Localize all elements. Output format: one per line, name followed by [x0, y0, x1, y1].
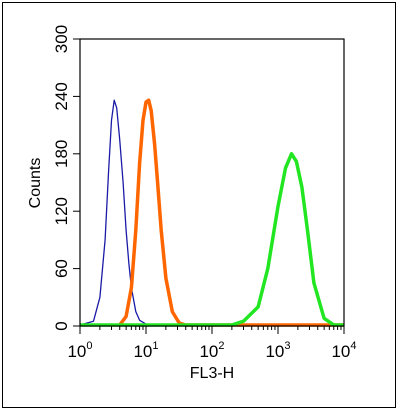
x-tick-label: 104	[331, 340, 356, 361]
chart-frame	[2, 2, 396, 408]
x-tick-label: 102	[199, 340, 224, 361]
series-line-0	[79, 99, 158, 326]
x-tick-label: 103	[265, 340, 290, 361]
y-tick-label: 0	[52, 321, 71, 330]
x-tick-label: 101	[133, 340, 158, 361]
series-line-2	[80, 152, 344, 327]
y-tick-label: 60	[52, 259, 71, 278]
y-tick-label: 180	[52, 140, 71, 168]
x-tick-label: 100	[67, 340, 92, 361]
y-tick-label: 120	[52, 197, 71, 225]
y-tick-label: 300	[52, 25, 71, 53]
ticks-layer: 0 60 120 180 240 300 100 101 102 103 104	[52, 25, 357, 361]
series-line-1	[118, 98, 344, 327]
y-tick-label: 240	[52, 82, 71, 110]
series-layer	[79, 98, 344, 327]
plot-area-border	[79, 38, 345, 327]
y-axis-title: Counts	[27, 158, 44, 209]
x-axis-title: FL3-H	[190, 365, 234, 382]
